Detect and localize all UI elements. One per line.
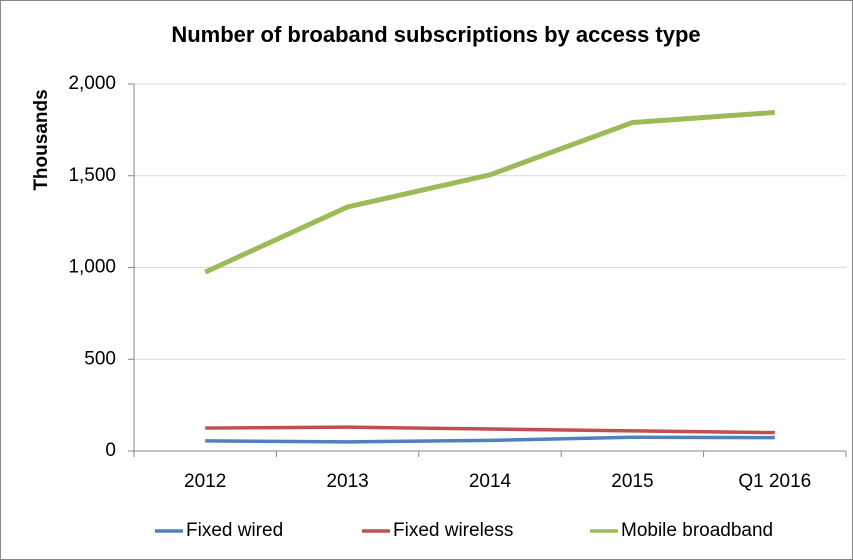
x-tick-label: Q1 2016	[738, 471, 811, 492]
line-series	[205, 425, 775, 435]
x-tick-label: 2015	[611, 471, 653, 492]
y-tick-label: 0	[105, 440, 116, 461]
legend-label: Fixed wireless	[393, 520, 513, 541]
line-series	[205, 435, 775, 444]
y-tick-label: 500	[84, 348, 116, 369]
legend-label: Fixed wired	[186, 520, 283, 541]
x-tick-label: 2014	[469, 471, 512, 492]
chart-title: Number of broaband subscriptions by acce…	[171, 22, 700, 47]
line-series	[204, 109, 775, 275]
y-axis-title: Thousands	[31, 89, 52, 190]
y-tick-label: 1,500	[68, 165, 116, 186]
x-tick-label: 2012	[184, 471, 226, 492]
x-tick-label: 2013	[326, 471, 368, 492]
y-tick-label: 2,000	[68, 73, 116, 94]
y-tick-label: 1,000	[68, 257, 116, 278]
legend-label: Mobile broadband	[621, 520, 773, 541]
